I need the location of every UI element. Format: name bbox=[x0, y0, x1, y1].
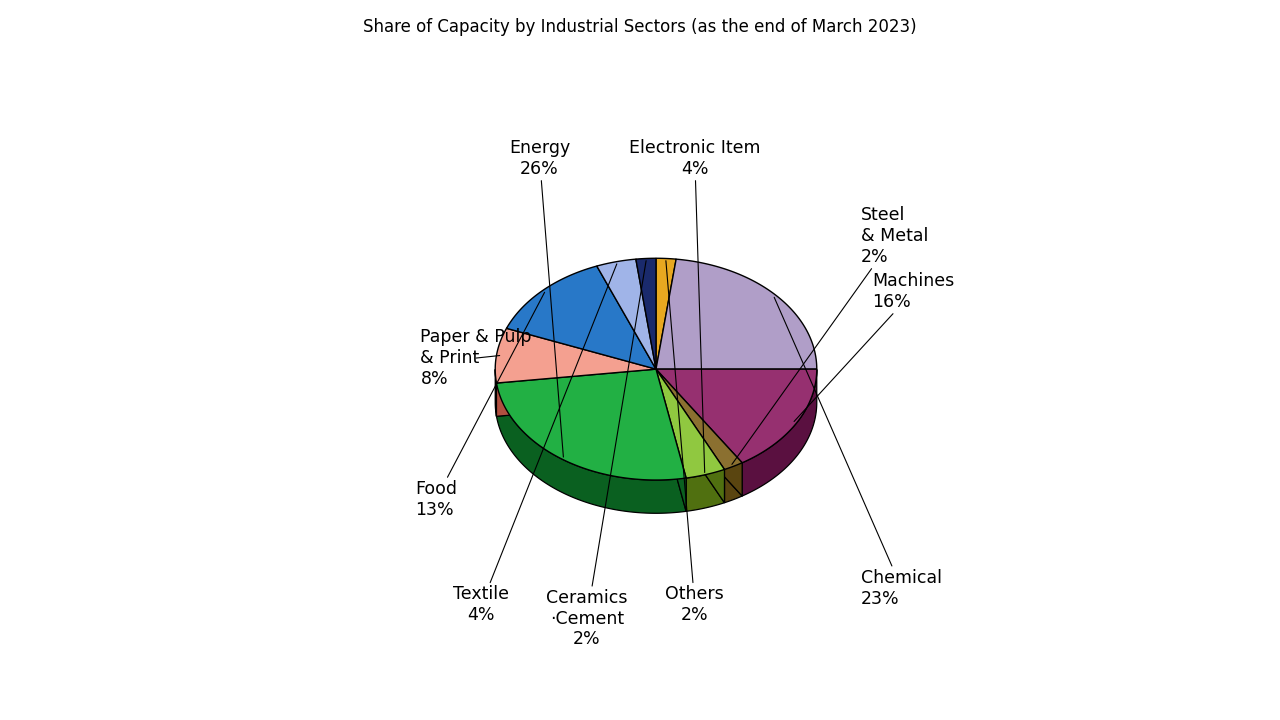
Polygon shape bbox=[657, 369, 724, 503]
Polygon shape bbox=[657, 369, 724, 478]
Polygon shape bbox=[497, 369, 686, 480]
Text: Others
2%: Others 2% bbox=[666, 261, 724, 624]
Text: Machines
16%: Machines 16% bbox=[794, 272, 955, 421]
Polygon shape bbox=[657, 369, 742, 469]
Polygon shape bbox=[657, 369, 817, 463]
Text: Electronic Item
4%: Electronic Item 4% bbox=[628, 139, 760, 472]
Polygon shape bbox=[657, 369, 686, 511]
Polygon shape bbox=[686, 469, 724, 511]
Text: Paper & Pulp
& Print
8%: Paper & Pulp & Print 8% bbox=[420, 328, 532, 388]
Polygon shape bbox=[507, 266, 657, 369]
Polygon shape bbox=[497, 369, 657, 416]
Text: Steel
& Metal
2%: Steel & Metal 2% bbox=[732, 207, 928, 464]
Text: Energy
26%: Energy 26% bbox=[509, 139, 570, 457]
Polygon shape bbox=[657, 259, 817, 369]
Text: Food
13%: Food 13% bbox=[415, 292, 544, 519]
Polygon shape bbox=[596, 259, 657, 369]
Text: Share of Capacity by Industrial Sectors (as the end of March 2023): Share of Capacity by Industrial Sectors … bbox=[364, 18, 916, 36]
Polygon shape bbox=[657, 258, 676, 369]
Text: Chemical
23%: Chemical 23% bbox=[774, 297, 942, 608]
Polygon shape bbox=[657, 369, 742, 496]
Polygon shape bbox=[497, 383, 686, 513]
Polygon shape bbox=[497, 369, 657, 416]
Text: Textile
4%: Textile 4% bbox=[453, 264, 617, 624]
Polygon shape bbox=[657, 369, 724, 503]
Text: Ceramics
·Cement
2%: Ceramics ·Cement 2% bbox=[547, 261, 646, 649]
Polygon shape bbox=[657, 369, 742, 496]
Polygon shape bbox=[724, 463, 742, 503]
Polygon shape bbox=[657, 369, 686, 511]
Polygon shape bbox=[636, 258, 657, 369]
Polygon shape bbox=[495, 328, 657, 383]
Polygon shape bbox=[742, 369, 817, 496]
